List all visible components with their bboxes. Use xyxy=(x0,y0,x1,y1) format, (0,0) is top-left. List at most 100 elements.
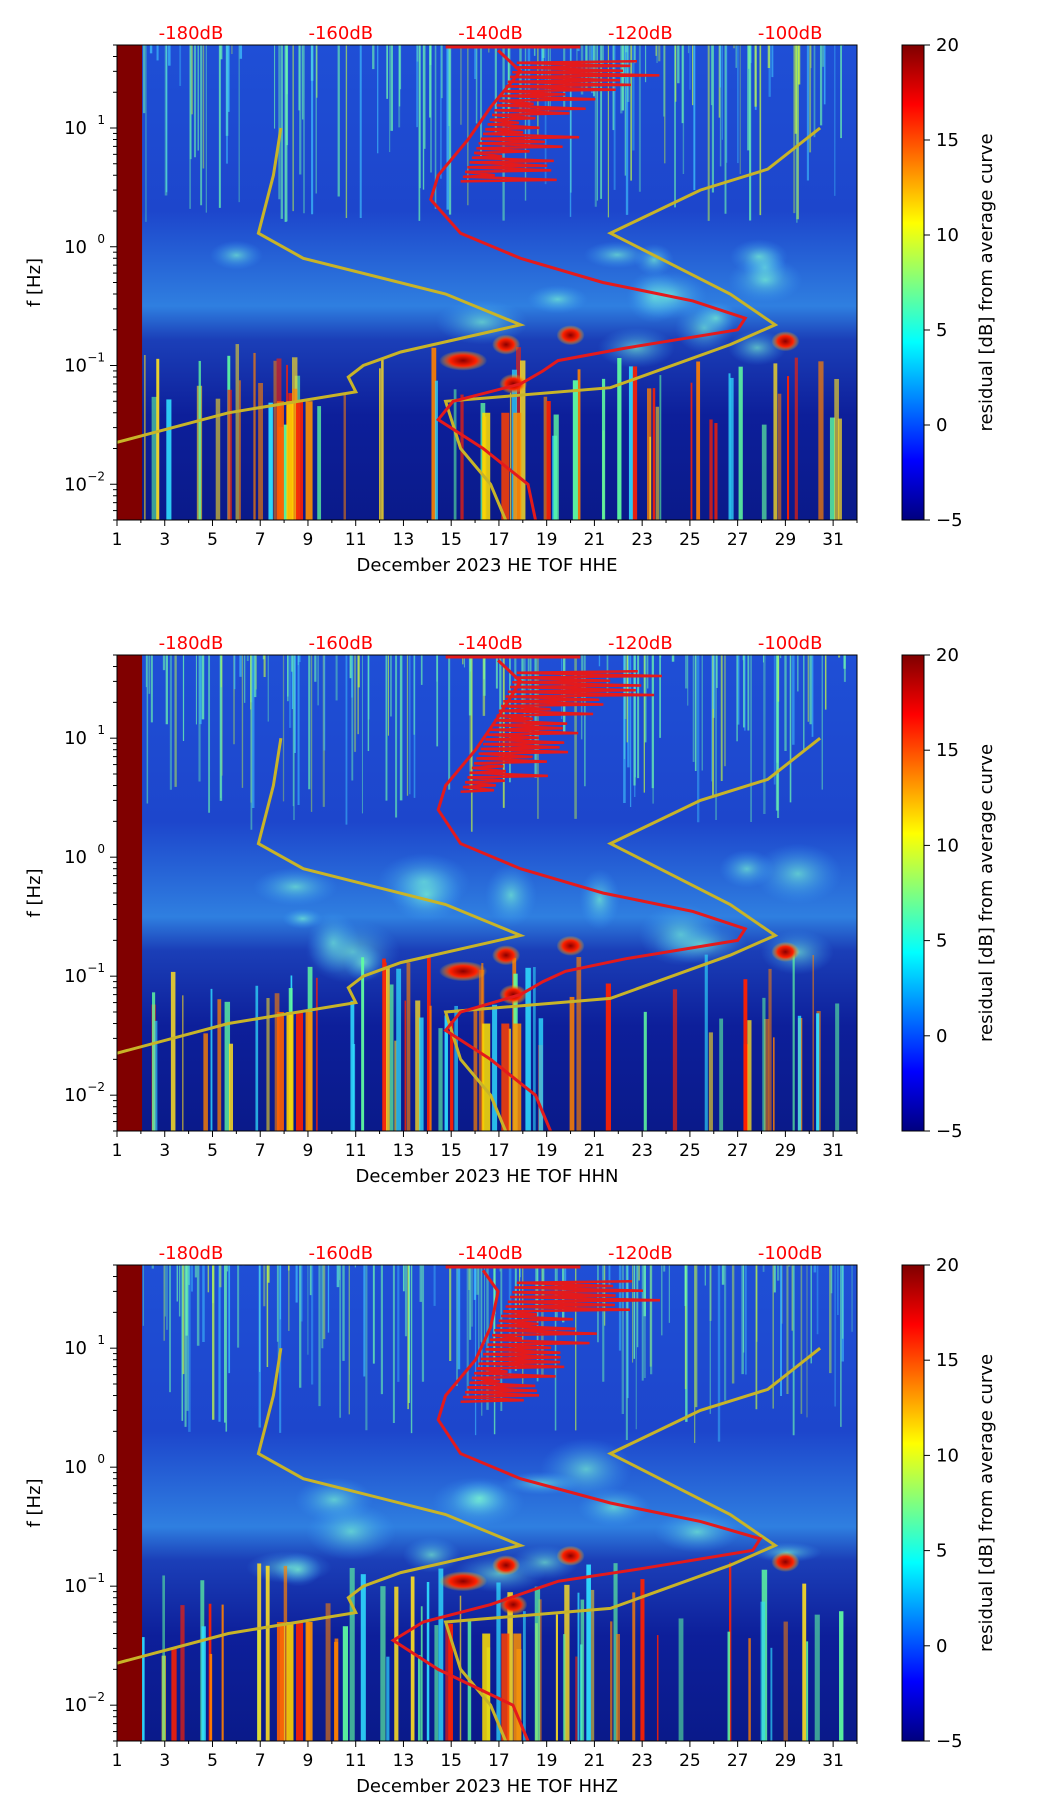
colorbar-tick-label: 10 xyxy=(936,1445,959,1466)
event-stripe xyxy=(555,1614,558,1741)
x-tick-label: 7 xyxy=(255,530,266,550)
event-stripe xyxy=(255,985,259,1131)
event-stripe xyxy=(478,969,485,1131)
low-noise-model-curve xyxy=(117,737,526,1055)
event-stripe xyxy=(415,1000,421,1131)
event-stripe xyxy=(806,1641,809,1741)
x-tick-label: 31 xyxy=(822,1751,844,1771)
earthquake-stripe xyxy=(513,1023,522,1131)
event-stripe xyxy=(352,1044,356,1131)
microseism-patch xyxy=(653,924,748,965)
colorbar-tick-label: 10 xyxy=(936,835,959,856)
event-stripe xyxy=(787,376,790,520)
low-noise-model-curve xyxy=(117,1347,526,1665)
y-tick-label: 10 xyxy=(64,237,87,258)
spectrogram-image xyxy=(117,655,857,1131)
event-stripe xyxy=(166,399,172,520)
event-stripe xyxy=(221,1604,224,1741)
event-stripe xyxy=(429,1005,432,1131)
microseism-patch xyxy=(450,1480,509,1517)
x-tick-label: 19 xyxy=(536,1141,558,1161)
db-scale-label: -120dB xyxy=(608,1243,673,1264)
low-noise-model-curve xyxy=(117,127,526,444)
event-stripe xyxy=(569,996,575,1131)
event-stripe xyxy=(152,992,156,1131)
x-tick-label: 17 xyxy=(488,1751,510,1771)
colorbar xyxy=(901,44,925,521)
microseism-patch xyxy=(654,1511,740,1553)
colorbar-tick-label: 5 xyxy=(936,931,947,952)
event-stripe xyxy=(632,366,638,520)
event-stripe xyxy=(643,1011,647,1131)
colorbar xyxy=(901,654,925,1132)
event-stripe xyxy=(292,388,298,520)
db-scale-label: -140dB xyxy=(458,633,523,654)
y-tick-exponent: 0 xyxy=(97,842,105,856)
x-tick-label: 7 xyxy=(255,1141,266,1161)
earthquake-stripe xyxy=(276,401,284,520)
event-stripe xyxy=(586,1564,591,1741)
event-stripe xyxy=(792,952,795,1131)
event-stripe xyxy=(652,388,656,520)
x-tick-label: 9 xyxy=(303,1751,314,1771)
event-stripe xyxy=(258,382,263,520)
event-stripe xyxy=(591,1589,595,1741)
event-stripe xyxy=(406,962,411,1131)
colorbar-tick-label: 10 xyxy=(936,225,959,246)
event-stripe xyxy=(268,402,273,520)
event-stripe xyxy=(616,1634,620,1741)
event-stripe xyxy=(543,396,548,520)
event-stripe xyxy=(156,358,160,520)
db-scale-label: -100dB xyxy=(758,23,823,44)
x-tick-label: 19 xyxy=(536,1751,558,1771)
event-stripe xyxy=(507,1592,513,1741)
event-stripe xyxy=(613,1563,618,1741)
event-stripe xyxy=(553,414,559,520)
event-stripe xyxy=(672,989,678,1131)
x-tick-label: 21 xyxy=(584,1141,606,1161)
y-tick-exponent: −2 xyxy=(87,1690,105,1704)
y-tick-exponent: 0 xyxy=(97,232,105,246)
x-tick-label: 13 xyxy=(393,530,415,550)
x-tick-label: 27 xyxy=(727,1141,749,1161)
event-stripe xyxy=(829,417,835,520)
db-scale-label: -120dB xyxy=(608,633,673,654)
y-tick-label: 10 xyxy=(64,1085,87,1106)
event-stripe xyxy=(496,1582,501,1741)
x-tick-label: 9 xyxy=(303,1141,314,1161)
x-tick-label: 11 xyxy=(345,1141,367,1161)
event-stripe xyxy=(709,419,713,520)
x-tick-label: 21 xyxy=(584,1751,606,1771)
event-stripe xyxy=(522,1611,526,1741)
hot-spot xyxy=(771,941,800,962)
colorbar-label: residual [dB] from average curve xyxy=(976,133,997,431)
colorbar-tick-label: 0 xyxy=(936,1026,947,1047)
event-stripe xyxy=(460,394,464,520)
event-stripe xyxy=(777,393,782,520)
event-stripe xyxy=(224,1001,231,1131)
microseism-patch xyxy=(390,866,463,923)
event-stripe xyxy=(404,1000,407,1131)
x-tick-label: 1 xyxy=(112,530,123,550)
y-tick-label: 10 xyxy=(64,847,87,868)
microseism-patch xyxy=(597,327,675,369)
event-stripe xyxy=(649,436,652,520)
db-scale-label: -180dB xyxy=(159,23,224,44)
event-stripe xyxy=(379,368,381,520)
earthquake-stripe xyxy=(276,1622,284,1741)
event-stripe xyxy=(533,967,536,1131)
x-tick-label: 23 xyxy=(631,1751,653,1771)
event-stripe xyxy=(773,363,778,520)
microseism-patch xyxy=(753,843,843,905)
x-tick-label: 3 xyxy=(159,1141,170,1161)
hot-spot xyxy=(492,945,521,966)
microseism-patch xyxy=(402,1537,461,1573)
x-tick-label: 31 xyxy=(822,1141,844,1161)
event-stripe xyxy=(727,1631,731,1741)
y-tick-exponent: −1 xyxy=(87,1571,105,1585)
event-stripe xyxy=(834,378,839,520)
earthquake-stripe xyxy=(276,1012,284,1131)
earthquake-stripe xyxy=(482,412,491,520)
event-stripe xyxy=(417,1654,421,1741)
high-noise-model-curve xyxy=(443,1347,822,1741)
